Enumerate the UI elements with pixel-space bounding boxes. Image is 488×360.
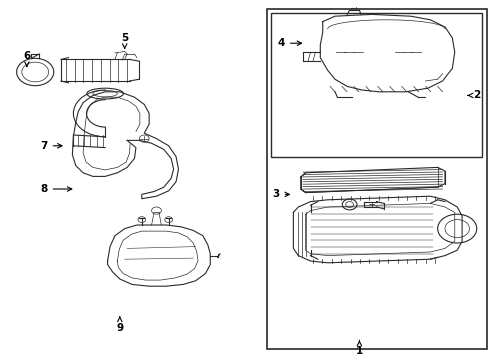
Text: 1: 1	[355, 341, 362, 356]
Text: 6: 6	[23, 51, 30, 67]
Text: 5: 5	[121, 33, 128, 49]
Text: 9: 9	[116, 317, 123, 333]
Bar	[271, 13, 481, 157]
Text: 3: 3	[272, 189, 289, 199]
Text: 2: 2	[467, 90, 479, 100]
Text: 4: 4	[277, 38, 301, 48]
Text: 8: 8	[41, 184, 72, 194]
Text: 7: 7	[40, 141, 62, 151]
Bar	[266, 9, 486, 349]
